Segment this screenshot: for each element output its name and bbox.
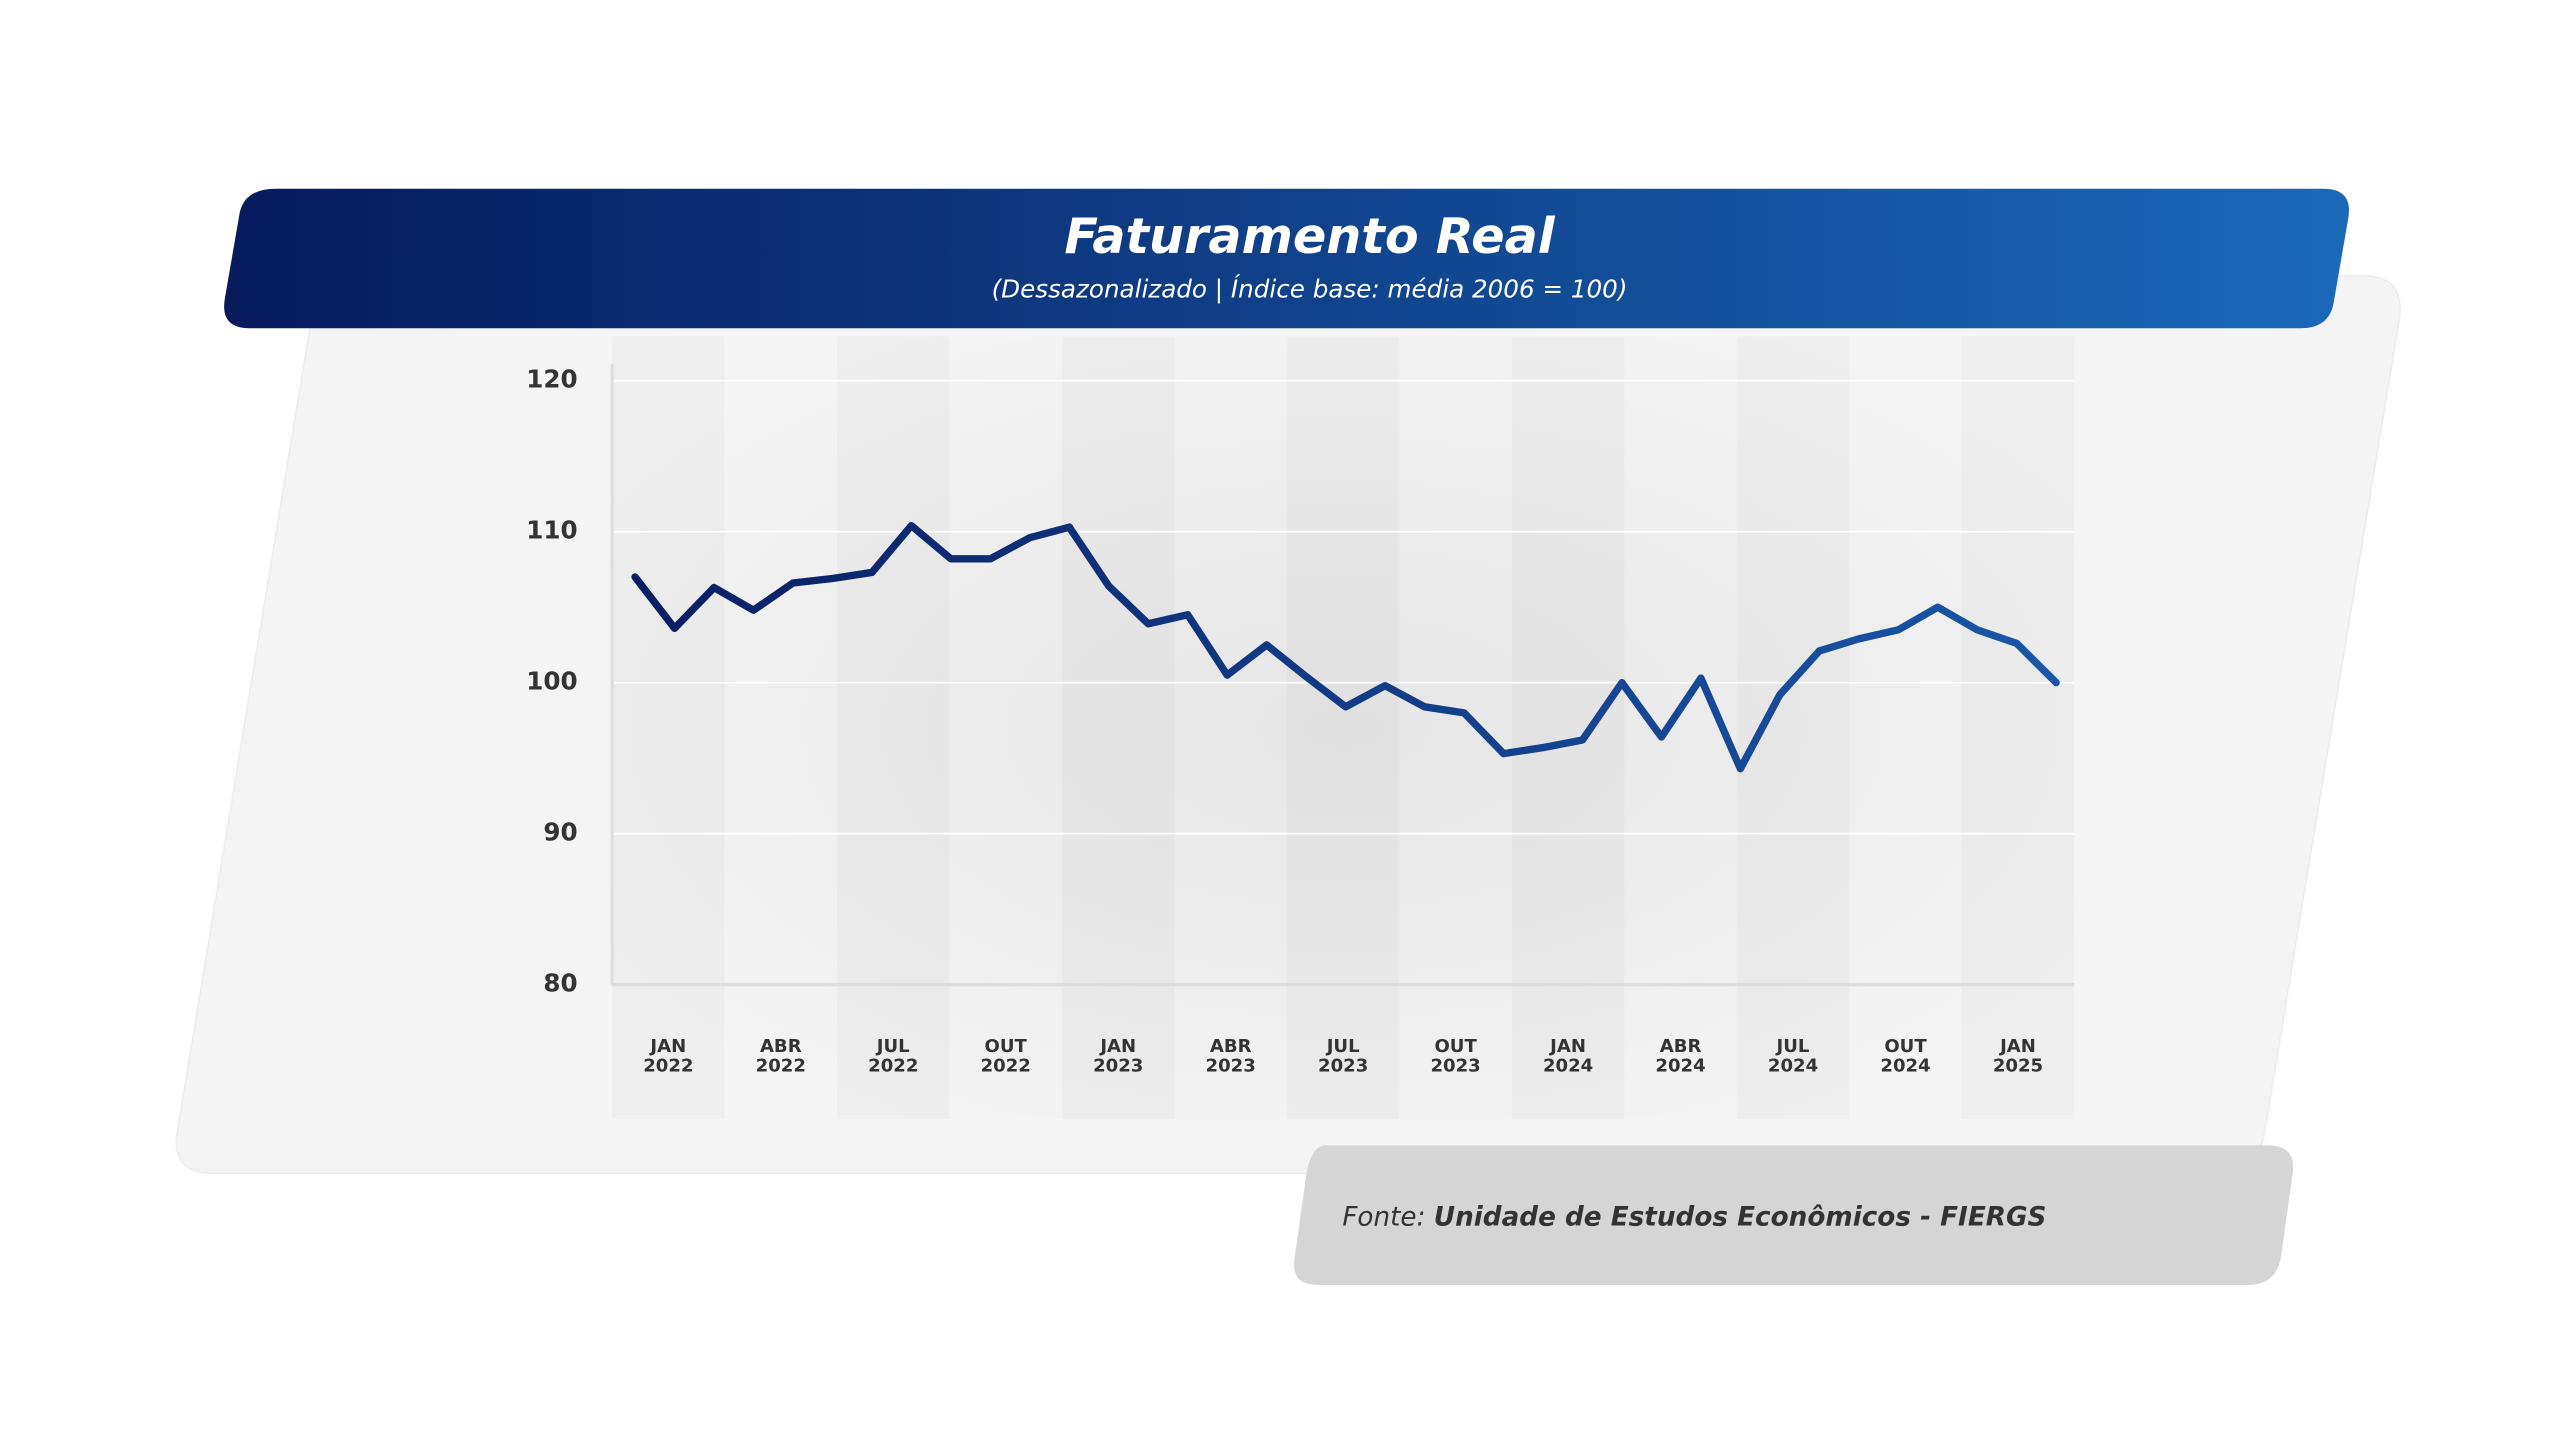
source: Fonte: Unidade de Estudos Econômicos - F… <box>1342 1202 2046 1232</box>
band <box>1062 336 1174 1119</box>
y-tick-label: 90 <box>543 818 577 847</box>
x-tick-label: JUL 2022 <box>868 1035 919 1077</box>
x-tick-label: JAN 2025 <box>1992 1035 2044 1077</box>
band <box>1737 336 1849 1119</box>
band <box>1512 336 1624 1119</box>
y-tick-label: 100 <box>526 667 577 696</box>
x-tick-label: OUT 2023 <box>1430 1035 1481 1077</box>
x-tick-label: JAN 2023 <box>1093 1035 1144 1077</box>
band <box>1962 336 2074 1119</box>
y-tick-label: 80 <box>543 969 577 998</box>
source-prefix: Fonte: <box>1342 1202 1425 1232</box>
x-tick-label: ABR 2022 <box>755 1035 806 1077</box>
x-tick-label: OUT 2024 <box>1880 1035 1931 1077</box>
x-tick-label: ABR 2024 <box>1655 1035 1706 1077</box>
y-tick-label: 120 <box>526 365 577 394</box>
header-banner <box>224 188 2349 329</box>
x-tick-label: JAN 2022 <box>643 1035 694 1077</box>
x-tick-label: OUT 2022 <box>980 1035 1031 1077</box>
x-tick-label: JUL 2023 <box>1318 1035 1369 1077</box>
data-line <box>631 521 2060 773</box>
x-tick-label: ABR 2023 <box>1205 1035 1256 1077</box>
x-tick-label: JAN 2024 <box>1542 1035 1594 1077</box>
subtitle: (Dessazonalizado | Índice base: média 20… <box>992 274 1628 303</box>
band <box>612 336 724 1119</box>
title: Faturamento Real <box>1064 207 1555 265</box>
plot-bg <box>612 336 2075 1120</box>
band <box>837 336 949 1119</box>
source-box <box>1294 1145 2294 1285</box>
y-tick-label: 110 <box>526 516 577 545</box>
band <box>1287 336 1399 1119</box>
source-name: Unidade de Estudos Econômicos - FIERGS <box>1434 1202 2047 1232</box>
x-tick-label: JUL 2024 <box>1767 1035 1819 1077</box>
